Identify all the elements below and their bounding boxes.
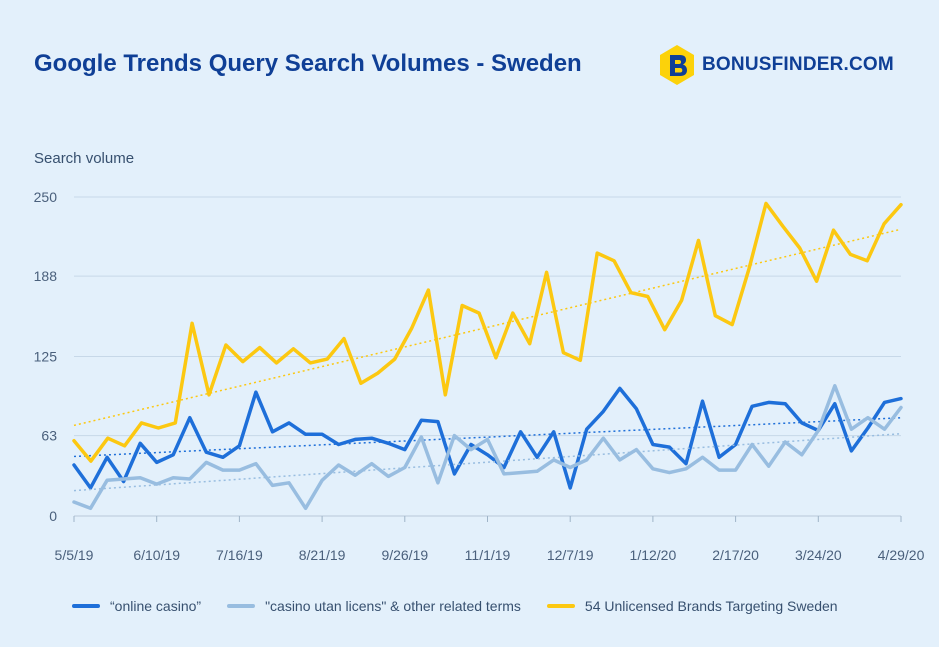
trendline-2 xyxy=(73,228,902,427)
legend-swatch xyxy=(72,604,100,608)
legend-label: “online casino” xyxy=(110,598,202,614)
legend: “online casino” "casino utan licens" & o… xyxy=(72,598,864,614)
y-tick-label: 125 xyxy=(34,349,58,365)
x-tick-label: 11/1/19 xyxy=(465,547,511,563)
legend-item-unlicensed-brands: 54 Unlicensed Brands Targeting Sweden xyxy=(546,598,838,614)
y-tick-label: 188 xyxy=(34,268,58,284)
logo-text: BONUSFINDER.COM xyxy=(702,54,894,75)
brand-logo: BONUSFINDER.COM xyxy=(658,44,894,86)
legend-swatch xyxy=(227,604,256,608)
logo-b-icon xyxy=(660,45,694,85)
x-tick-label: 9/26/19 xyxy=(381,547,428,563)
series-line-2 xyxy=(72,201,903,463)
y-axis-label: Search volume xyxy=(34,150,135,167)
y-tick-label: 63 xyxy=(41,428,57,444)
legend-label: "casino utan licens" & other related ter… xyxy=(265,598,521,614)
x-tick-label: 6/10/19 xyxy=(133,547,180,563)
x-tick-label: 4/29/20 xyxy=(878,547,925,563)
legend-item-casino-utan-licens: "casino utan licens" & other related ter… xyxy=(227,598,521,614)
x-tick-label: 5/5/19 xyxy=(55,547,94,563)
chart-title: Google Trends Query Search Volumes - Swe… xyxy=(34,50,582,77)
series-line-1 xyxy=(72,384,903,511)
y-tick-label: 0 xyxy=(49,508,57,524)
x-tick-label: 12/7/19 xyxy=(547,547,594,563)
x-tick-label: 2/17/20 xyxy=(712,547,759,563)
x-tick-label: 7/16/19 xyxy=(216,547,263,563)
x-tick-label: 3/24/20 xyxy=(795,547,842,563)
trendline-1 xyxy=(73,432,902,492)
x-tick-label: 1/12/20 xyxy=(630,547,677,563)
legend-item-online-casino: “online casino” xyxy=(72,598,201,614)
series-line-0 xyxy=(72,386,903,490)
legend-swatch xyxy=(546,604,575,608)
y-tick-label: 250 xyxy=(34,189,58,205)
legend-label: 54 Unlicensed Brands Targeting Sweden xyxy=(584,598,838,614)
x-tick-label: 8/21/19 xyxy=(299,547,346,563)
